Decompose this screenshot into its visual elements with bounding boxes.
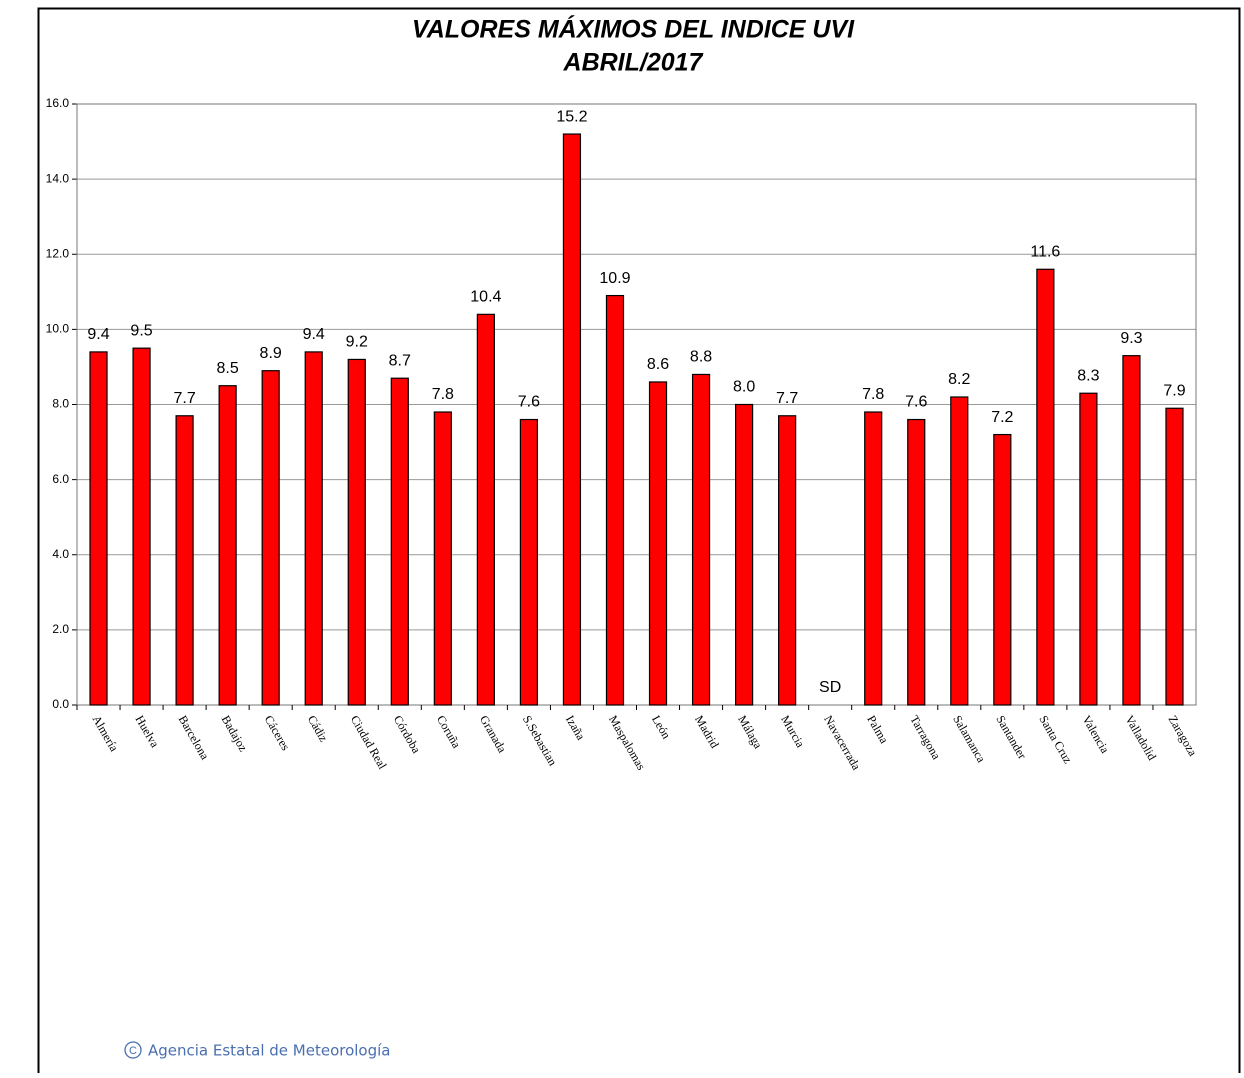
x-tick-label: Valladolid xyxy=(1122,713,1159,763)
x-tick-label: Palma xyxy=(864,713,891,747)
bar xyxy=(304,351,323,706)
value-label: SD xyxy=(819,679,841,696)
bar xyxy=(519,418,539,706)
copyright-letter: C xyxy=(129,1045,137,1057)
x-tick-label: León xyxy=(649,713,673,741)
bar xyxy=(1079,392,1098,706)
bar xyxy=(390,377,409,706)
x-tick-label: Tarragona xyxy=(907,713,944,763)
x-tick-label: Granada xyxy=(477,713,510,756)
x-tick-label: Córdoba xyxy=(391,713,424,756)
value-label: 8.9 xyxy=(260,345,282,362)
value-label: 10.9 xyxy=(599,270,630,287)
value-label: 8.2 xyxy=(948,371,970,388)
x-tick-label: Izaña xyxy=(563,713,588,743)
value-label: 8.6 xyxy=(647,356,669,373)
bar xyxy=(993,433,1012,706)
value-label: 7.7 xyxy=(776,390,798,407)
bar xyxy=(433,411,452,706)
value-label: 8.8 xyxy=(690,349,712,366)
bar xyxy=(347,358,366,706)
bar xyxy=(691,373,711,706)
value-label: 9.2 xyxy=(346,334,368,351)
value-label: 15.2 xyxy=(556,108,587,125)
value-label: 7.8 xyxy=(862,386,884,403)
value-label: 11.6 xyxy=(1030,243,1060,260)
value-label: 8.0 xyxy=(733,379,755,396)
value-label: 7.7 xyxy=(173,390,195,407)
bar xyxy=(261,370,280,706)
x-tick-label: Santa Cruz xyxy=(1036,713,1075,766)
value-label: 8.3 xyxy=(1077,367,1099,384)
bar xyxy=(476,313,495,706)
x-tick-label: Ciudad Real xyxy=(348,713,390,772)
x-tick-label: S.Sebastian xyxy=(520,713,560,768)
x-tick-label: Cáceres xyxy=(262,713,293,753)
y-tick-label: 0.0 xyxy=(52,697,69,711)
value-label: 8.5 xyxy=(217,360,239,377)
value-label: 7.9 xyxy=(1163,382,1185,399)
copyright-icon xyxy=(124,1041,142,1059)
value-label: 7.6 xyxy=(905,394,927,411)
value-label: 7.8 xyxy=(432,386,454,403)
x-tick-label: Barcelona xyxy=(176,713,213,763)
value-label: 10.4 xyxy=(470,289,501,306)
value-label: 7.6 xyxy=(518,394,540,411)
x-tick-label: Santander xyxy=(993,713,1029,762)
bar xyxy=(1122,355,1141,706)
y-tick-label: 2.0 xyxy=(52,622,69,636)
bar xyxy=(950,396,969,706)
value-label: 9.4 xyxy=(87,326,109,343)
bar xyxy=(175,415,194,706)
bar xyxy=(648,381,668,706)
x-tick-label: Zaragoza xyxy=(1166,713,1201,759)
x-tick-label: Huelva xyxy=(133,713,163,751)
x-tick-label: Maspalomas xyxy=(606,713,649,773)
x-tick-label: Málaga xyxy=(735,713,765,752)
bar xyxy=(907,418,926,706)
chart-title: VALORES MÁXIMOS DEL INDICE UVI xyxy=(412,15,855,44)
bar xyxy=(1036,268,1055,706)
bar xyxy=(1165,407,1184,706)
value-label: 8.7 xyxy=(389,352,411,369)
value-label: 9.3 xyxy=(1120,330,1142,347)
value-label: 7.2 xyxy=(991,409,1013,426)
x-tick-label: Badajoz xyxy=(219,713,251,754)
y-tick-label: 12.0 xyxy=(46,246,70,260)
y-tick-label: 10.0 xyxy=(46,322,70,336)
x-tick-label: Valencia xyxy=(1079,713,1112,756)
y-tick-label: 8.0 xyxy=(52,397,69,411)
bar xyxy=(89,351,108,706)
x-tick-label: Coruña xyxy=(434,713,464,751)
y-tick-label: 14.0 xyxy=(46,171,70,185)
bar xyxy=(605,294,625,706)
bar xyxy=(562,133,582,706)
source: Agencia Estatal de Meteorología xyxy=(148,1042,390,1060)
y-tick-label: 4.0 xyxy=(52,547,69,561)
y-tick-label: 6.0 xyxy=(52,472,69,486)
value-label: 9.4 xyxy=(303,326,325,343)
x-tick-label: Madrid xyxy=(692,713,722,751)
frame xyxy=(37,7,1241,1078)
y-tick-label: 16.0 xyxy=(46,96,70,110)
bar xyxy=(734,403,754,706)
chart-subtitle: ABRIL/2017 xyxy=(563,49,704,77)
value-label: 9.5 xyxy=(130,322,152,339)
x-tick-label: Almería xyxy=(90,713,122,755)
bar xyxy=(132,347,151,706)
x-tick-label: Navacerrada xyxy=(821,713,864,773)
bar xyxy=(218,385,237,706)
x-tick-label: Murcia xyxy=(778,713,808,751)
bar xyxy=(778,415,797,706)
x-tick-label: Salamanca xyxy=(950,713,988,766)
bar xyxy=(864,411,883,706)
x-tick-label: Cádiz xyxy=(305,713,331,744)
